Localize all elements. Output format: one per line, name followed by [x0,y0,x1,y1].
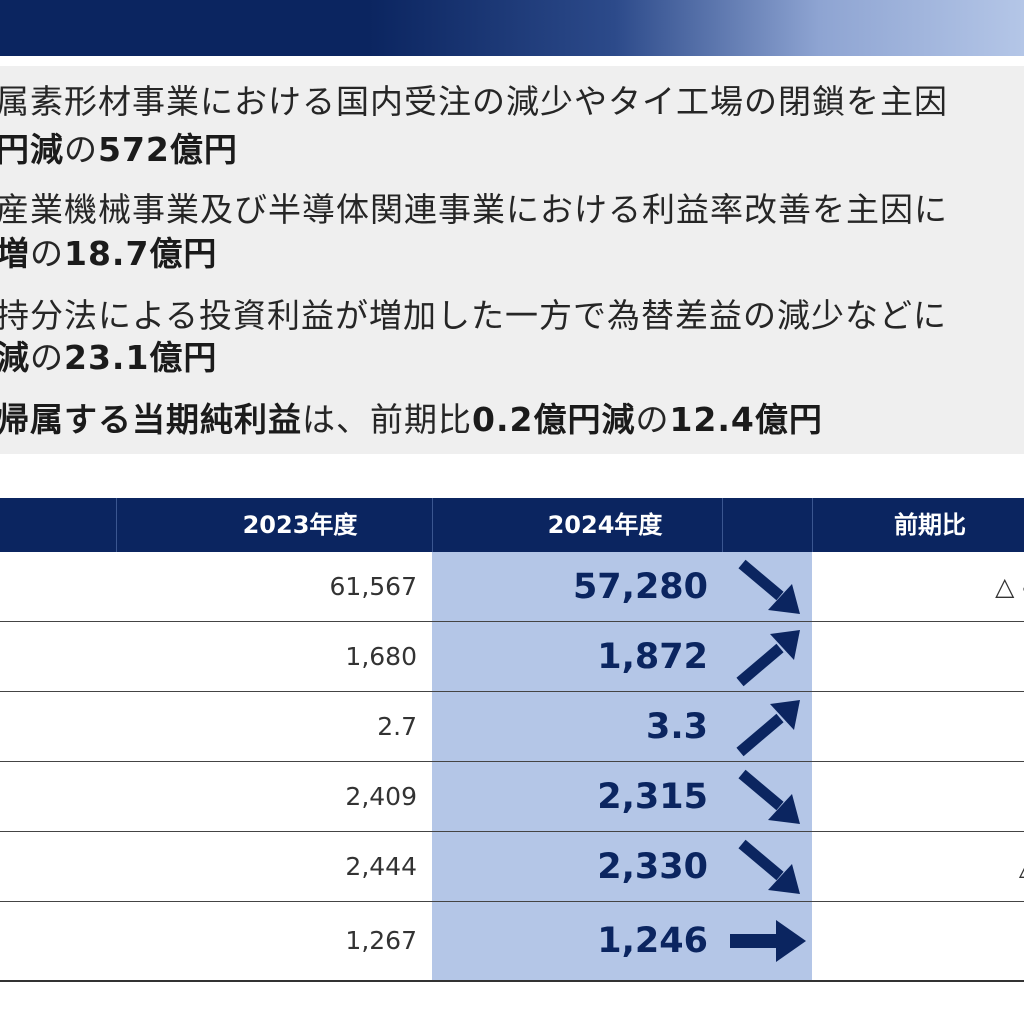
row-divider [0,761,1024,762]
row-divider [0,691,1024,692]
table-row: 2,409 2,315 △ [0,762,1024,832]
arrow-down-right-icon [738,559,800,614]
header-divider [722,498,723,552]
value-2023: 2,444 [345,852,417,881]
summary-panel: 属素形材事業における国内受注の減少やタイ工場の閉鎖を主因 円減の572億円 産業… [0,66,1024,454]
value-yoy: △ [862,902,1024,980]
table-row: 1,267 1,246 △ [0,902,1024,980]
value-2024: 57,280 [572,567,708,607]
value-2024: 1,872 [597,637,708,677]
header-2024: 2024年度 [547,511,663,539]
summary-line-1: 属素形材事業における国内受注の減少やタイ工場の閉鎖を主因 [0,82,948,121]
table-header: 2023年度 2024年度 前期比 [0,498,1024,552]
value-2024: 1,246 [597,921,708,961]
table-bottom-border [0,980,1024,982]
value-2024: 3.3 [645,707,708,747]
arrow-down-right-icon [738,769,800,824]
summary-line-3: 持分法による投資利益が増加した一方で為替差益の減少などに [0,296,948,335]
arrow-right-icon [730,920,806,962]
value-yoy: △ 4,2 [995,572,1024,601]
summary-line-3-result: 減の23.1億円 [0,338,218,377]
header-divider [432,498,433,552]
summary-line-2: 産業機械事業及び半導体関連事業における利益率改善を主因に [0,190,948,229]
row-divider [0,831,1024,832]
summary-line-1-result: 円減の572億円 [0,130,238,169]
title-banner [0,0,1024,56]
value-yoy: △ 1 [862,832,1024,902]
arrow-up-right-icon [736,630,800,687]
table-row: 2.7 3.3 0. [0,692,1024,762]
value-2023: 1,680 [345,642,417,671]
results-table: 2023年度 2024年度 前期比 61,567 57,280 △ 4,2 1,… [0,498,1024,984]
header-2023: 2023年度 [242,511,358,539]
value-yoy: △ [862,762,1024,832]
header-divider [116,498,117,552]
value-yoy: 0. [862,692,1024,762]
value-2023: 2,409 [345,782,417,811]
header-yoy: 前期比 [894,511,966,539]
row-divider [0,621,1024,622]
row-divider [0,901,1024,902]
value-2023: 2.7 [377,712,417,741]
table-row: 2,444 2,330 △ 1 [0,832,1024,902]
value-2023: 1,267 [345,926,417,955]
value-yoy: 1 [862,622,1024,692]
summary-line-4: 帰属する当期純利益は、前期比0.2億円減の12.4億円 [0,400,823,439]
arrow-down-right-icon [738,839,800,894]
value-2024: 2,330 [597,847,708,887]
value-2024: 2,315 [597,777,708,817]
table-row: 1,680 1,872 1 [0,622,1024,692]
arrow-up-right-icon [736,700,800,757]
value-2023: 61,567 [329,572,417,601]
summary-line-2-result: 増の18.7億円 [0,234,218,273]
table-row: 61,567 57,280 △ 4,2 [0,552,1024,622]
header-divider [812,498,813,552]
